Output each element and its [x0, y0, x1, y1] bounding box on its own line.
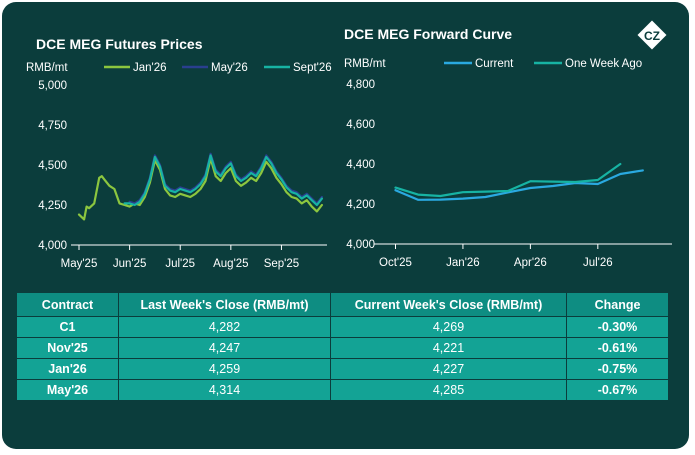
cell-last-week: 4,314 [118, 379, 331, 401]
forward-curve-legend: Current One Week Ago [444, 58, 642, 70]
series-line-one-week-ago [394, 162, 622, 198]
header-change: Change [566, 292, 669, 317]
closing-prices-table: Contract Last Week's Close (RMB/mt) Curr… [16, 292, 669, 401]
futures-chart-ylabel: RMB/mt [26, 62, 68, 74]
cell-contract: C1 [16, 316, 119, 338]
x-tick-label: Jul'26 [583, 257, 613, 269]
futures-chart-yaxis: 4,000 4,250 4,500 4,750 5,000 [38, 80, 67, 252]
y-tick-label: 4,800 [346, 79, 375, 91]
y-tick-label: 4,600 [346, 119, 375, 131]
cell-last-week: 4,282 [118, 316, 331, 338]
series-line-may-26 [128, 152, 323, 205]
logo-text: CZ [644, 29, 660, 43]
cell-last-week: 4,259 [118, 358, 331, 380]
y-tick-label: 5,000 [38, 80, 67, 92]
cell-current-week: 4,221 [330, 337, 567, 359]
cell-last-week: 4,247 [118, 337, 331, 359]
y-tick-label: 4,750 [38, 120, 67, 132]
x-tick-label: Aug'25 [213, 258, 248, 270]
series-line-current [394, 169, 644, 201]
y-tick-label: 4,000 [346, 239, 375, 251]
x-tick-label: Apr'26 [514, 257, 547, 269]
futures-chart-xaxis: May'25 Jun'25 Jul'25 Aug'25 Sep'25 [61, 245, 299, 270]
cell-contract: Nov'25 [16, 337, 119, 359]
table-row: May'26 4,314 4,285 -0.67% [16, 379, 669, 401]
forward-curve-ylabel: RMB/mt [344, 58, 386, 70]
series-line-jan-26 [77, 157, 323, 221]
cell-current-week: 4,227 [330, 358, 567, 380]
cell-change: -0.75% [566, 358, 669, 380]
cell-change: -0.61% [566, 337, 669, 359]
cell-change: -0.30% [566, 316, 669, 338]
y-tick-label: 4,000 [38, 240, 67, 252]
table-row: C1 4,282 4,269 -0.30% [16, 316, 669, 338]
table-header-row: Contract Last Week's Close (RMB/mt) Curr… [16, 292, 669, 317]
y-tick-label: 4,250 [38, 200, 67, 212]
futures-chart-title: DCE MEG Futures Prices [36, 36, 203, 52]
legend-label-current: Current [475, 58, 514, 70]
header-contract: Contract [16, 292, 119, 317]
cell-change: -0.67% [566, 379, 669, 401]
legend-label-one-week-ago: One Week Ago [565, 58, 642, 70]
header-last-week-close: Last Week's Close (RMB/mt) [118, 292, 331, 317]
header-current-week-close: Current Week's Close (RMB/mt) [330, 292, 567, 317]
legend-label-may-26: May'26 [211, 62, 248, 74]
futures-chart-legend: Jan'26 May'26 Sept'26 [104, 62, 332, 74]
y-tick-label: 4,200 [346, 199, 375, 211]
report-panel: DCE MEG Futures Prices RMB/mt Jan'26 May'… [2, 2, 689, 449]
forward-curve-title: DCE MEG Forward Curve [344, 26, 512, 42]
y-tick-label: 4,500 [38, 160, 67, 172]
forward-curve-series [394, 162, 644, 201]
cell-contract: Jan'26 [16, 358, 119, 380]
diamond-logo-icon: CZ [635, 18, 669, 52]
x-tick-label: Jun'25 [113, 258, 147, 270]
table-row: Jan'26 4,259 4,227 -0.75% [16, 358, 669, 380]
x-tick-label: May'25 [61, 258, 98, 270]
x-tick-label: Sep'25 [264, 258, 299, 270]
charts-canvas: DCE MEG Futures Prices RMB/mt Jan'26 May'… [26, 18, 672, 270]
legend-label-sept-26: Sept'26 [293, 62, 332, 74]
forward-curve-yaxis: 4,000 4,200 4,400 4,600 4,800 [346, 79, 375, 251]
table-row: Nov'25 4,247 4,221 -0.61% [16, 337, 669, 359]
series-line-sept-26 [123, 154, 323, 207]
x-tick-label: Oct'25 [379, 257, 412, 269]
x-tick-label: Jan'26 [446, 257, 480, 269]
cell-contract: May'26 [16, 379, 119, 401]
x-tick-label: Jul'25 [165, 258, 195, 270]
cell-current-week: 4,285 [330, 379, 567, 401]
forward-curve-xaxis: Oct'25 Jan'26 Apr'26 Jul'26 [379, 244, 613, 269]
futures-chart-series [77, 152, 323, 221]
y-tick-label: 4,400 [346, 159, 375, 171]
cell-current-week: 4,269 [330, 316, 567, 338]
legend-label-jan-26: Jan'26 [133, 62, 167, 74]
